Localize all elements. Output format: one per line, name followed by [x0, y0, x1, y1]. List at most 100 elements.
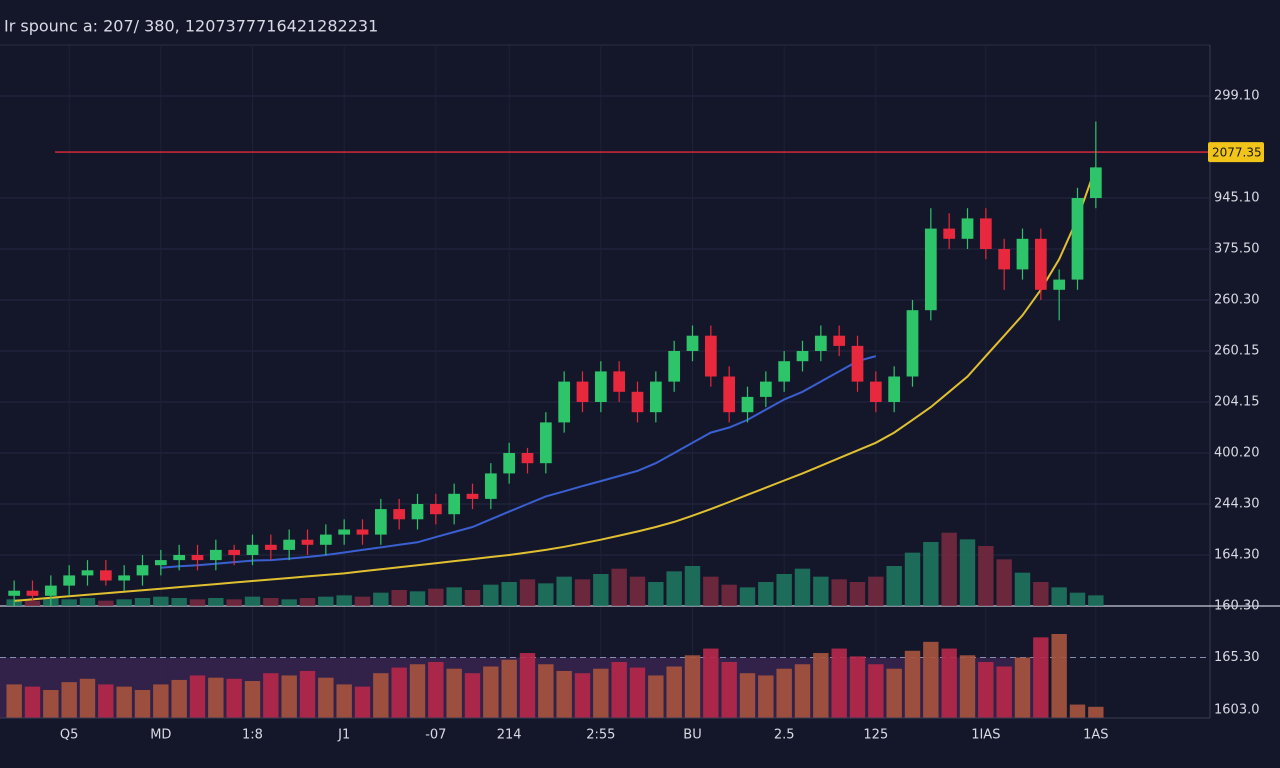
indicator-bar	[446, 668, 462, 718]
volume-bar	[574, 579, 591, 606]
indicator-bar	[886, 668, 902, 718]
indicator-bar	[556, 670, 572, 718]
x-tick-label: MD	[150, 728, 171, 743]
indicator-bar	[538, 664, 554, 718]
volume-bar	[721, 584, 737, 606]
volume-bar	[849, 582, 866, 606]
candle-body	[466, 493, 479, 499]
volume-bar	[336, 595, 352, 606]
candle-body	[906, 310, 919, 377]
volume-bar	[446, 587, 462, 606]
volume-bar	[868, 576, 884, 606]
indicator-bar	[171, 679, 187, 718]
candle-body	[338, 529, 351, 535]
volume-bar	[171, 598, 187, 606]
candle-body	[668, 351, 681, 382]
candle-body	[833, 335, 846, 346]
volume-bar	[538, 583, 554, 606]
volume-bar	[354, 596, 371, 606]
candle-body	[521, 453, 534, 464]
indicator-bar	[1033, 637, 1049, 718]
x-tick-label: 2:55	[586, 728, 615, 743]
candle-body	[264, 544, 277, 550]
indicator-bar	[776, 668, 792, 718]
volume-bar	[519, 579, 536, 606]
indicator-bar	[79, 678, 96, 718]
indicator-bar	[593, 668, 609, 718]
candle-body	[173, 555, 186, 561]
candle-body	[429, 504, 442, 515]
x-tick-label: 2.5	[774, 728, 795, 743]
candle-body	[814, 335, 827, 351]
candle-body	[484, 473, 497, 499]
x-tick-label: Q5	[60, 728, 79, 743]
volume-bar	[776, 574, 792, 606]
candle-body	[741, 396, 754, 413]
volume-bar	[116, 599, 132, 606]
volume-bar	[208, 598, 224, 606]
x-tick-label: J1	[337, 728, 350, 743]
x-tick-label: 125	[863, 728, 888, 743]
volume-bar	[409, 591, 426, 606]
candle-body	[539, 422, 552, 464]
candle-body	[778, 361, 791, 382]
volume-bar	[978, 546, 994, 606]
candle-body	[613, 371, 626, 392]
volume-bar	[684, 566, 701, 606]
volume-bar	[996, 559, 1012, 606]
candle-body	[209, 549, 222, 561]
y-tick-label: 400.20	[1214, 446, 1260, 461]
candle-body	[631, 391, 644, 413]
chart-title: Ir spounc a: 207/ 380, 12073777164212822…	[4, 17, 378, 36]
indicator-bar	[428, 662, 444, 718]
indicator-bar	[1069, 704, 1086, 718]
volume-bar	[666, 571, 682, 606]
indicator-bar	[666, 666, 682, 718]
x-tick-label: 214	[497, 728, 522, 743]
indicator-bar	[758, 675, 774, 718]
volume-bar	[1051, 587, 1067, 606]
volume-bar	[593, 574, 609, 606]
volume-bar	[1014, 572, 1031, 606]
indicator-bar	[739, 673, 756, 718]
candle-body	[1053, 279, 1066, 290]
candle-body	[81, 570, 94, 576]
candle-body	[796, 351, 809, 362]
candle-body	[393, 509, 406, 520]
candle-body	[851, 345, 864, 382]
indicator-bar	[263, 673, 279, 718]
volume-bar	[263, 598, 279, 606]
y-tick-label: 945.10	[1214, 191, 1260, 206]
volume-bar	[1088, 595, 1104, 606]
candle-body	[8, 590, 21, 596]
volume-bar	[941, 532, 957, 606]
y-tick-label: 164.30	[1214, 548, 1260, 563]
candle-body	[686, 335, 699, 351]
candle-body	[319, 534, 332, 545]
volume-bar	[483, 584, 499, 606]
indicator-bar	[1088, 706, 1104, 718]
indicator-bar	[868, 664, 884, 718]
candle-body	[411, 504, 424, 520]
indicator-bar	[849, 656, 866, 718]
candle-body	[1034, 238, 1047, 290]
volume-bar	[794, 568, 811, 606]
y-tick-label: 260.15	[1214, 344, 1260, 359]
candle-body	[63, 575, 76, 586]
candle-body	[283, 539, 296, 550]
indicator-bar	[409, 664, 426, 718]
volume-bar	[648, 582, 664, 606]
indicator-bar	[721, 662, 737, 718]
candle-body	[26, 590, 39, 596]
candle-body	[136, 565, 149, 576]
volume-bar	[79, 598, 96, 606]
indicator-bar	[483, 666, 499, 718]
volume-bar	[813, 576, 829, 606]
volume-bar	[226, 599, 242, 606]
volume-bar	[98, 600, 114, 606]
indicator-bar	[904, 650, 921, 718]
indicator-bar	[354, 686, 371, 718]
indicator-bar	[959, 655, 976, 718]
indicator-bar	[794, 664, 811, 718]
candle-body	[704, 335, 717, 377]
